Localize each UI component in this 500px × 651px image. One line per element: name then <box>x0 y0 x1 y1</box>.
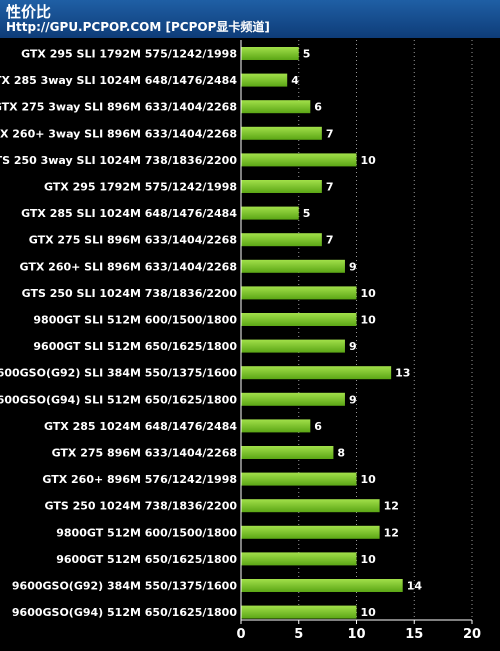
bar-value-label: 10 <box>361 287 377 300</box>
bar <box>241 605 357 619</box>
category-label: GTX 295 1792M 575/1242/1998 <box>44 181 237 194</box>
bar <box>241 47 299 60</box>
category-label: GTX 260+ 896M 576/1242/1998 <box>42 473 237 486</box>
x-tick-label: 15 <box>405 627 423 642</box>
bar-value-label: 7 <box>326 181 334 194</box>
category-label: GTX 260+ SLI 896M 633/1404/2268 <box>20 260 237 273</box>
category-label: GTS 250 3way SLI 1024M 738/1836/2200 <box>0 154 237 167</box>
bar-value-label: 6 <box>314 420 322 433</box>
category-label: 9600GSO(G92) SLI 384M 550/1375/1600 <box>0 367 237 380</box>
bar <box>241 366 392 380</box>
bar <box>241 73 288 87</box>
bar-value-label: 5 <box>303 207 311 220</box>
category-label: GTX 275 896M 633/1404/2268 <box>52 447 237 460</box>
bar <box>241 233 322 247</box>
bar <box>241 552 357 566</box>
bar-value-label: 13 <box>395 367 410 380</box>
bar-value-label: 6 <box>314 101 322 114</box>
bar <box>241 499 380 513</box>
bar-value-label: 7 <box>326 234 334 247</box>
bar <box>241 313 357 326</box>
x-tick-label: 10 <box>347 627 365 642</box>
category-label: GTX 285 1024M 648/1476/2484 <box>44 420 237 433</box>
bar <box>241 419 311 433</box>
chart-subtitle: Http://GPU.PCPOP.COM [PCPOP显卡频道] <box>6 20 270 34</box>
category-label: 9600GSO(G94) SLI 512M 650/1625/1800 <box>0 393 237 406</box>
bar-value-label: 14 <box>407 580 423 593</box>
bar <box>241 206 299 220</box>
bar <box>241 579 403 592</box>
bar-value-label: 10 <box>361 154 377 167</box>
bar-value-label: 10 <box>361 473 377 486</box>
chart-title: 性价比 <box>6 3 52 21</box>
x-tick-label: 20 <box>463 627 481 642</box>
bar-value-label: 10 <box>361 606 377 619</box>
x-tick-label: 5 <box>294 627 303 642</box>
category-label: 9600GT 512M 650/1625/1800 <box>56 553 237 566</box>
category-label: 9600GSO(G92) 384M 550/1375/1600 <box>12 580 237 593</box>
bar <box>241 339 345 353</box>
bar-value-label: 7 <box>326 127 334 140</box>
category-label: GTS 250 SLI 1024M 738/1836/2200 <box>22 287 238 300</box>
category-label: GTX 285 3way SLI 1024M 648/1476/2484 <box>0 74 237 87</box>
x-tick-label: 0 <box>236 627 245 642</box>
bar <box>241 525 380 539</box>
category-label: 9600GSO(G94) 512M 650/1625/1800 <box>12 606 237 619</box>
bar <box>241 259 345 273</box>
bar-value-label: 12 <box>384 526 399 539</box>
bar <box>241 153 357 167</box>
category-label: GTX 260+ 3way SLI 896M 633/1404/2268 <box>0 127 237 140</box>
bar <box>241 392 345 406</box>
bar-value-label: 9 <box>349 340 357 353</box>
category-label: GTX 275 SLI 896M 633/1404/2268 <box>29 234 237 247</box>
bar-value-label: 10 <box>361 314 377 327</box>
bar-value-label: 10 <box>361 553 377 566</box>
bar <box>241 100 311 114</box>
bar <box>241 446 334 459</box>
bar-value-label: 9 <box>349 260 357 273</box>
bar <box>241 180 322 193</box>
category-label: GTX 295 SLI 1792M 575/1242/1998 <box>21 48 237 61</box>
bar <box>241 286 357 300</box>
bar <box>241 472 357 486</box>
bar-value-label: 12 <box>384 500 399 513</box>
category-label: GTX 275 3way SLI 896M 633/1404/2268 <box>0 101 237 114</box>
category-label: 9800GT SLI 512M 600/1500/1800 <box>33 314 237 327</box>
bar-value-label: 8 <box>337 447 345 460</box>
category-label: 9800GT 512M 600/1500/1800 <box>56 526 237 539</box>
bar-value-label: 5 <box>303 48 311 61</box>
bar <box>241 126 322 140</box>
category-label: 9600GT SLI 512M 650/1625/1800 <box>33 340 237 353</box>
category-label: GTX 285 SLI 1024M 648/1476/2484 <box>21 207 237 220</box>
chart-header: 性价比 Http://GPU.PCPOP.COM [PCPOP显卡频道] <box>0 0 500 38</box>
bar-value-label: 4 <box>291 74 299 87</box>
bar-value-label: 9 <box>349 393 357 406</box>
category-label: GTS 250 1024M 738/1836/2200 <box>45 500 238 513</box>
bar-chart: 0 5 10 15 20 GTX 295 SLI 1792M 575/1242/1998 5… <box>0 40 481 642</box>
